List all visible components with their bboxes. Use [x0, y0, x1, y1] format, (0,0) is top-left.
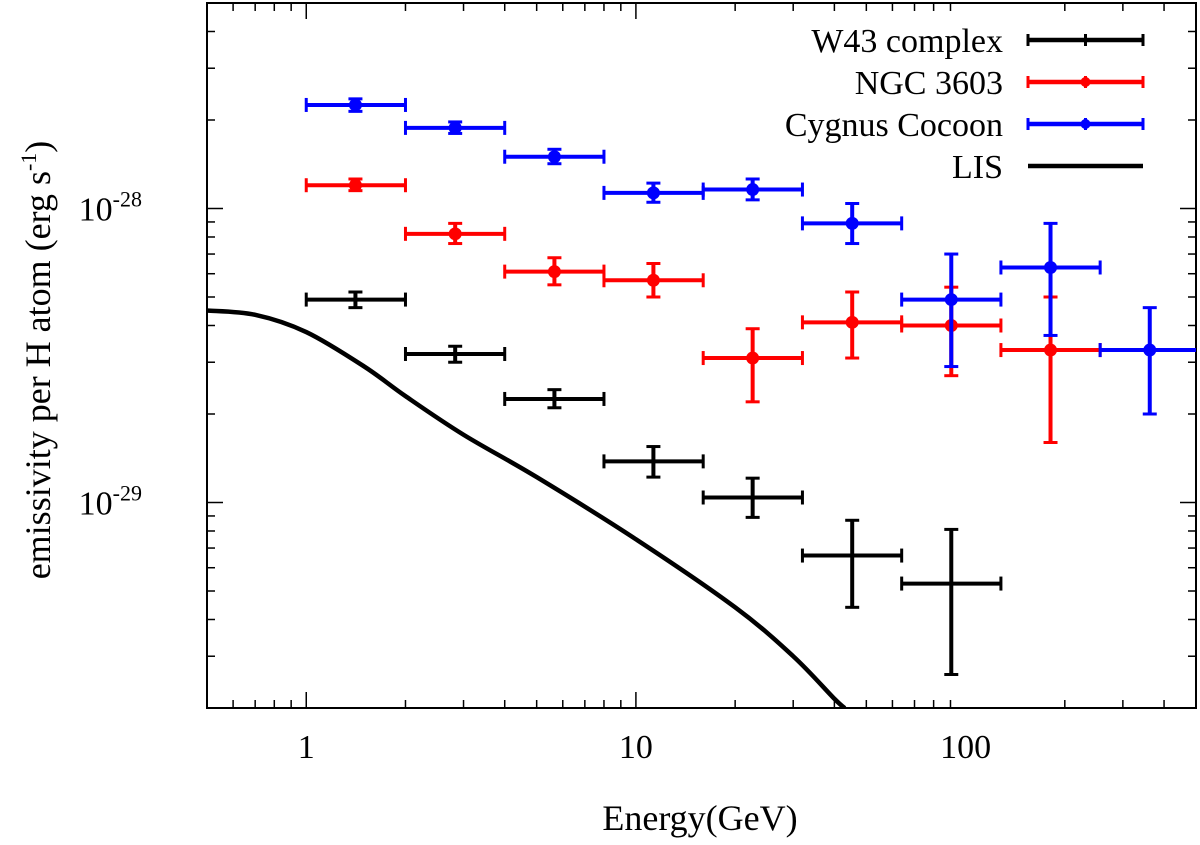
ngc-3603-point	[403, 221, 507, 246]
cygnus-cocoon-marker	[944, 293, 958, 307]
lis-line	[207, 308, 847, 708]
legend-label-ngc-3603: NGC 3603	[855, 65, 1003, 102]
y-axis-label-sup: -1	[16, 153, 41, 171]
ngc-3603-marker	[348, 178, 362, 192]
x-axis-label: Energy(GeV)	[602, 798, 797, 838]
ngc-3603-marker	[646, 273, 660, 287]
w43-complex-point	[503, 388, 606, 410]
cygnus-cocoon-point	[800, 201, 904, 246]
cygnus-cocoon-point	[1098, 306, 1196, 416]
cygnus-cocoon-point	[999, 221, 1102, 337]
w43-complex-point	[403, 344, 507, 364]
cygnus-cocoon-point	[403, 120, 507, 135]
w43-complex-point	[304, 290, 407, 310]
y-axis-label-close: )	[18, 141, 58, 153]
axes-frame	[206, 2, 1197, 709]
ngc-3603-point	[800, 290, 904, 360]
data-points-layer	[304, 97, 1196, 677]
cygnus-cocoon-point	[900, 252, 1003, 369]
w43-complex-point	[602, 445, 705, 479]
ngc-3603-marker	[448, 227, 462, 241]
cygnus-cocoon-point	[602, 181, 705, 204]
cygnus-cocoon-marker	[448, 121, 462, 135]
cygnus-cocoon-marker	[845, 216, 859, 230]
cygnus-cocoon-point	[701, 177, 804, 202]
cygnus-cocoon-point	[304, 97, 407, 113]
cygnus-cocoon-marker	[547, 150, 561, 164]
legend: W43 complex NGC 3603 Cygnus Cocoon LIS	[785, 23, 1145, 186]
plot-frame	[206, 2, 1197, 709]
ngc-3603-marker	[1044, 343, 1058, 357]
cygnus-cocoon-marker	[646, 186, 660, 200]
cygnus-cocoon-marker	[1044, 260, 1058, 274]
cygnus-cocoon-marker	[746, 183, 760, 197]
cygnus-cocoon-marker	[348, 98, 362, 112]
y-axis-label: emissivity per H atom (erg s-1)	[16, 141, 58, 580]
x-tick-label: 1	[298, 729, 315, 766]
ngc-3603-point	[602, 262, 705, 299]
x-tick-label: 100	[940, 729, 991, 766]
ngc-3603-marker	[547, 265, 561, 279]
ngc-3603-point	[701, 327, 804, 404]
legend-label-lis: LIS	[952, 149, 1003, 186]
ngc-3603-marker	[845, 315, 859, 329]
ngc-3603-point	[304, 177, 407, 193]
ticks-layer: 1 10 100 10-28 10-29	[79, 2, 1197, 766]
cygnus-cocoon-marker	[1143, 343, 1157, 357]
w43-complex-point	[900, 527, 1003, 677]
y-tick-label: 10-29	[79, 481, 142, 523]
y-tick-label: 10-28	[79, 186, 142, 228]
lis-layer	[207, 308, 847, 708]
x-tick-label: 10	[619, 729, 653, 766]
legend-label-cygnus-cocoon: Cygnus Cocoon	[785, 107, 1003, 144]
ngc-3603-point	[503, 256, 606, 287]
legend-swatch-marker	[1080, 77, 1091, 87]
w43-complex-point	[800, 518, 904, 609]
ngc-3603-marker	[746, 351, 760, 365]
w43-complex-point	[701, 476, 804, 519]
legend-label-w43-complex: W43 complex	[811, 23, 1003, 60]
legend-swatch-marker	[1080, 119, 1091, 129]
y-axis-label-main: emissivity per H atom (erg s	[18, 171, 58, 579]
cygnus-cocoon-point	[503, 147, 606, 166]
